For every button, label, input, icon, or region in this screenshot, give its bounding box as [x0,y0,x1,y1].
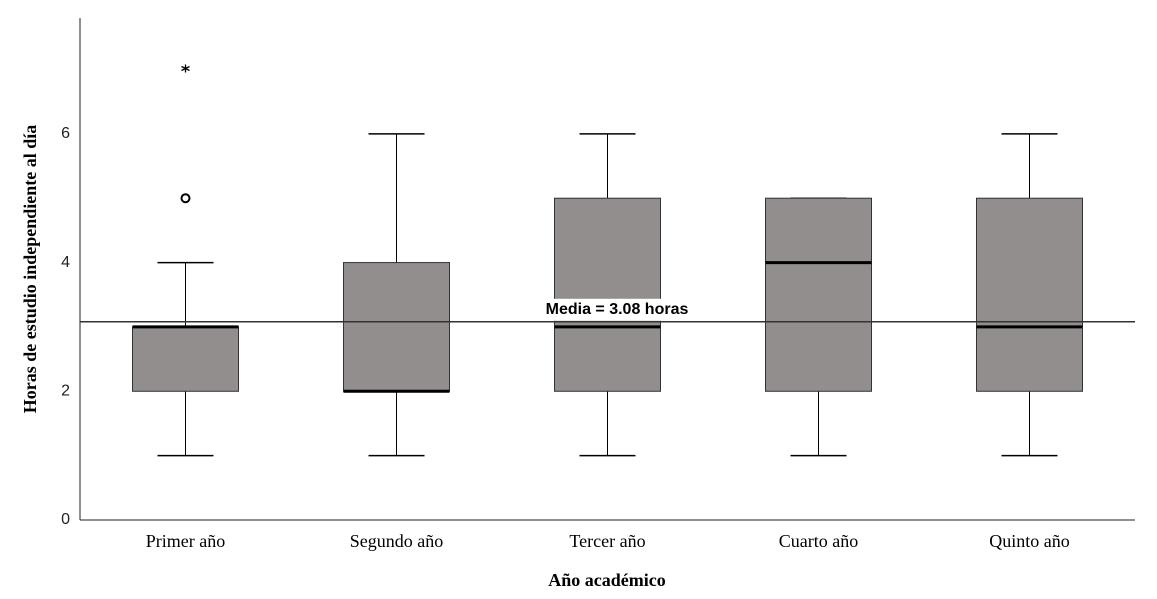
outlier [180,193,191,204]
x-axis-title: Año académico [548,570,665,590]
extreme [181,64,190,73]
box [343,262,450,392]
box [765,197,872,392]
y-tick-label: 4 [61,254,70,271]
y-tick-label: 6 [61,125,70,142]
y-tick-label: 0 [61,511,70,528]
box [976,197,1083,392]
x-tick-label: Cuarto año [779,531,858,551]
mean-label-bg [517,298,717,321]
x-tick-label: Tercer año [569,531,645,551]
mean-label: Media = 3.08 horas [546,301,689,318]
y-tick-label: 2 [61,383,70,400]
box [132,326,239,392]
box [554,197,661,392]
x-tick-label: Segundo año [350,531,444,551]
x-tick-label: Primer año [146,531,225,551]
x-tick-label: Quinto año [989,531,1070,551]
y-axis-title: Horas de estudio independiente al día [20,125,40,414]
